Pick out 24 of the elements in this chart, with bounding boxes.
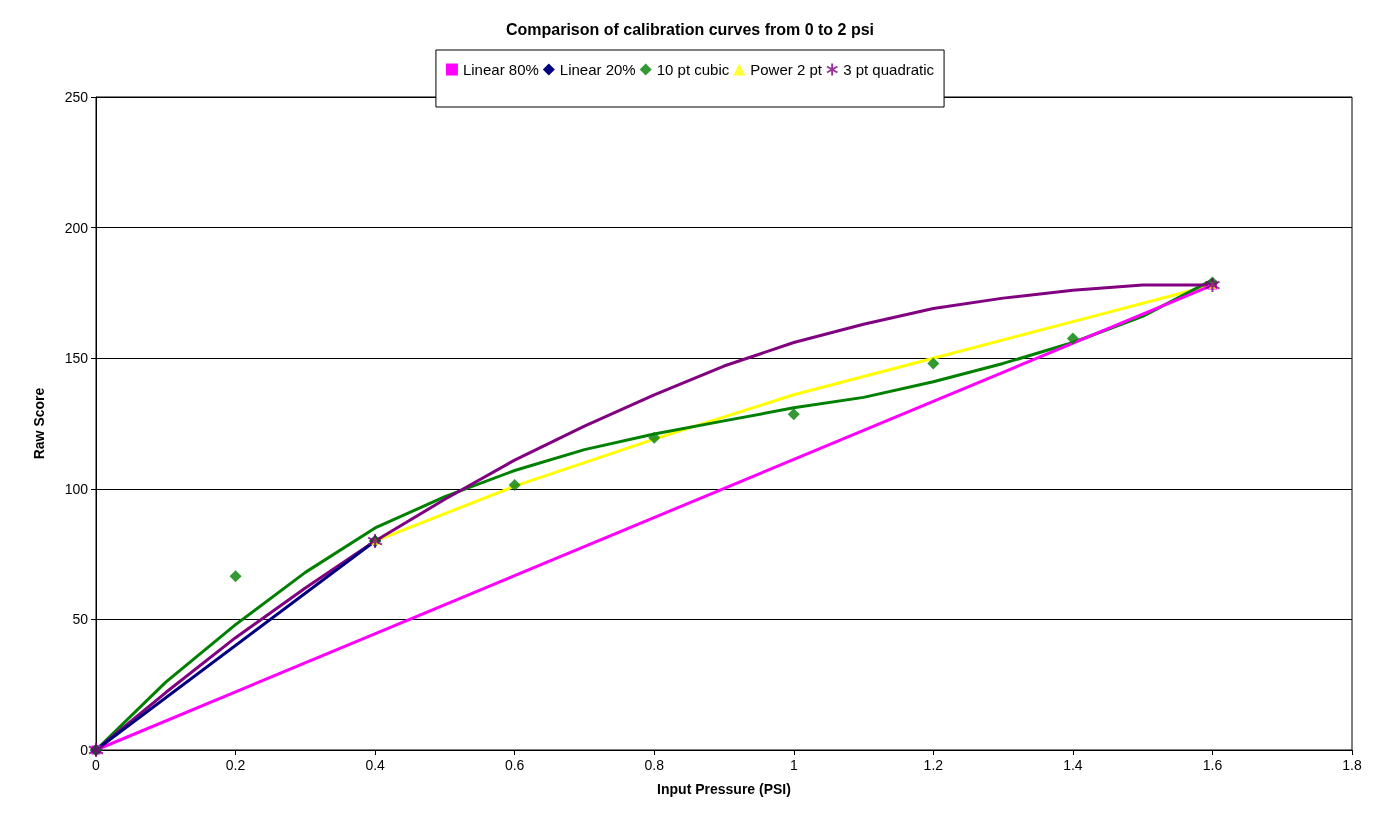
chart-title: Comparison of calibration curves from 0 to 2 psi	[505, 20, 875, 38]
y-tick-label: 0	[80, 742, 89, 758]
legend-label: Linear 20%	[559, 61, 636, 78]
x-tick-label: 0.4	[365, 757, 386, 773]
legend-label: Linear 80%	[462, 61, 539, 78]
y-tick-label: 150	[64, 350, 89, 367]
x-tick-label: 0.6	[504, 757, 525, 773]
x-tick-label: 0.8	[644, 757, 665, 773]
x-tick-label: 0.2	[225, 757, 246, 773]
legend-label: Power 2 pt	[750, 61, 823, 78]
y-axis-title: Raw Score	[31, 387, 47, 460]
y-tick-label: 50	[72, 611, 89, 628]
x-tick-label: 0	[92, 757, 101, 773]
y-tick-label: 250	[64, 89, 89, 105]
x-tick-label: 1.2	[923, 757, 944, 773]
y-tick-label: 100	[64, 480, 89, 497]
x-tick-label: 1.4	[1063, 757, 1083, 773]
x-tick-label: 1.8	[1342, 757, 1362, 773]
legend-label: 3 pt quadratic	[843, 61, 935, 78]
x-tick-label: 1	[789, 757, 798, 773]
legend-label: 10 pt cubic	[656, 61, 730, 78]
x-axis-title: Input Pressure (PSI)	[657, 781, 791, 797]
x-tick-label: 1.6	[1202, 757, 1223, 773]
y-tick-label: 200	[64, 219, 89, 236]
